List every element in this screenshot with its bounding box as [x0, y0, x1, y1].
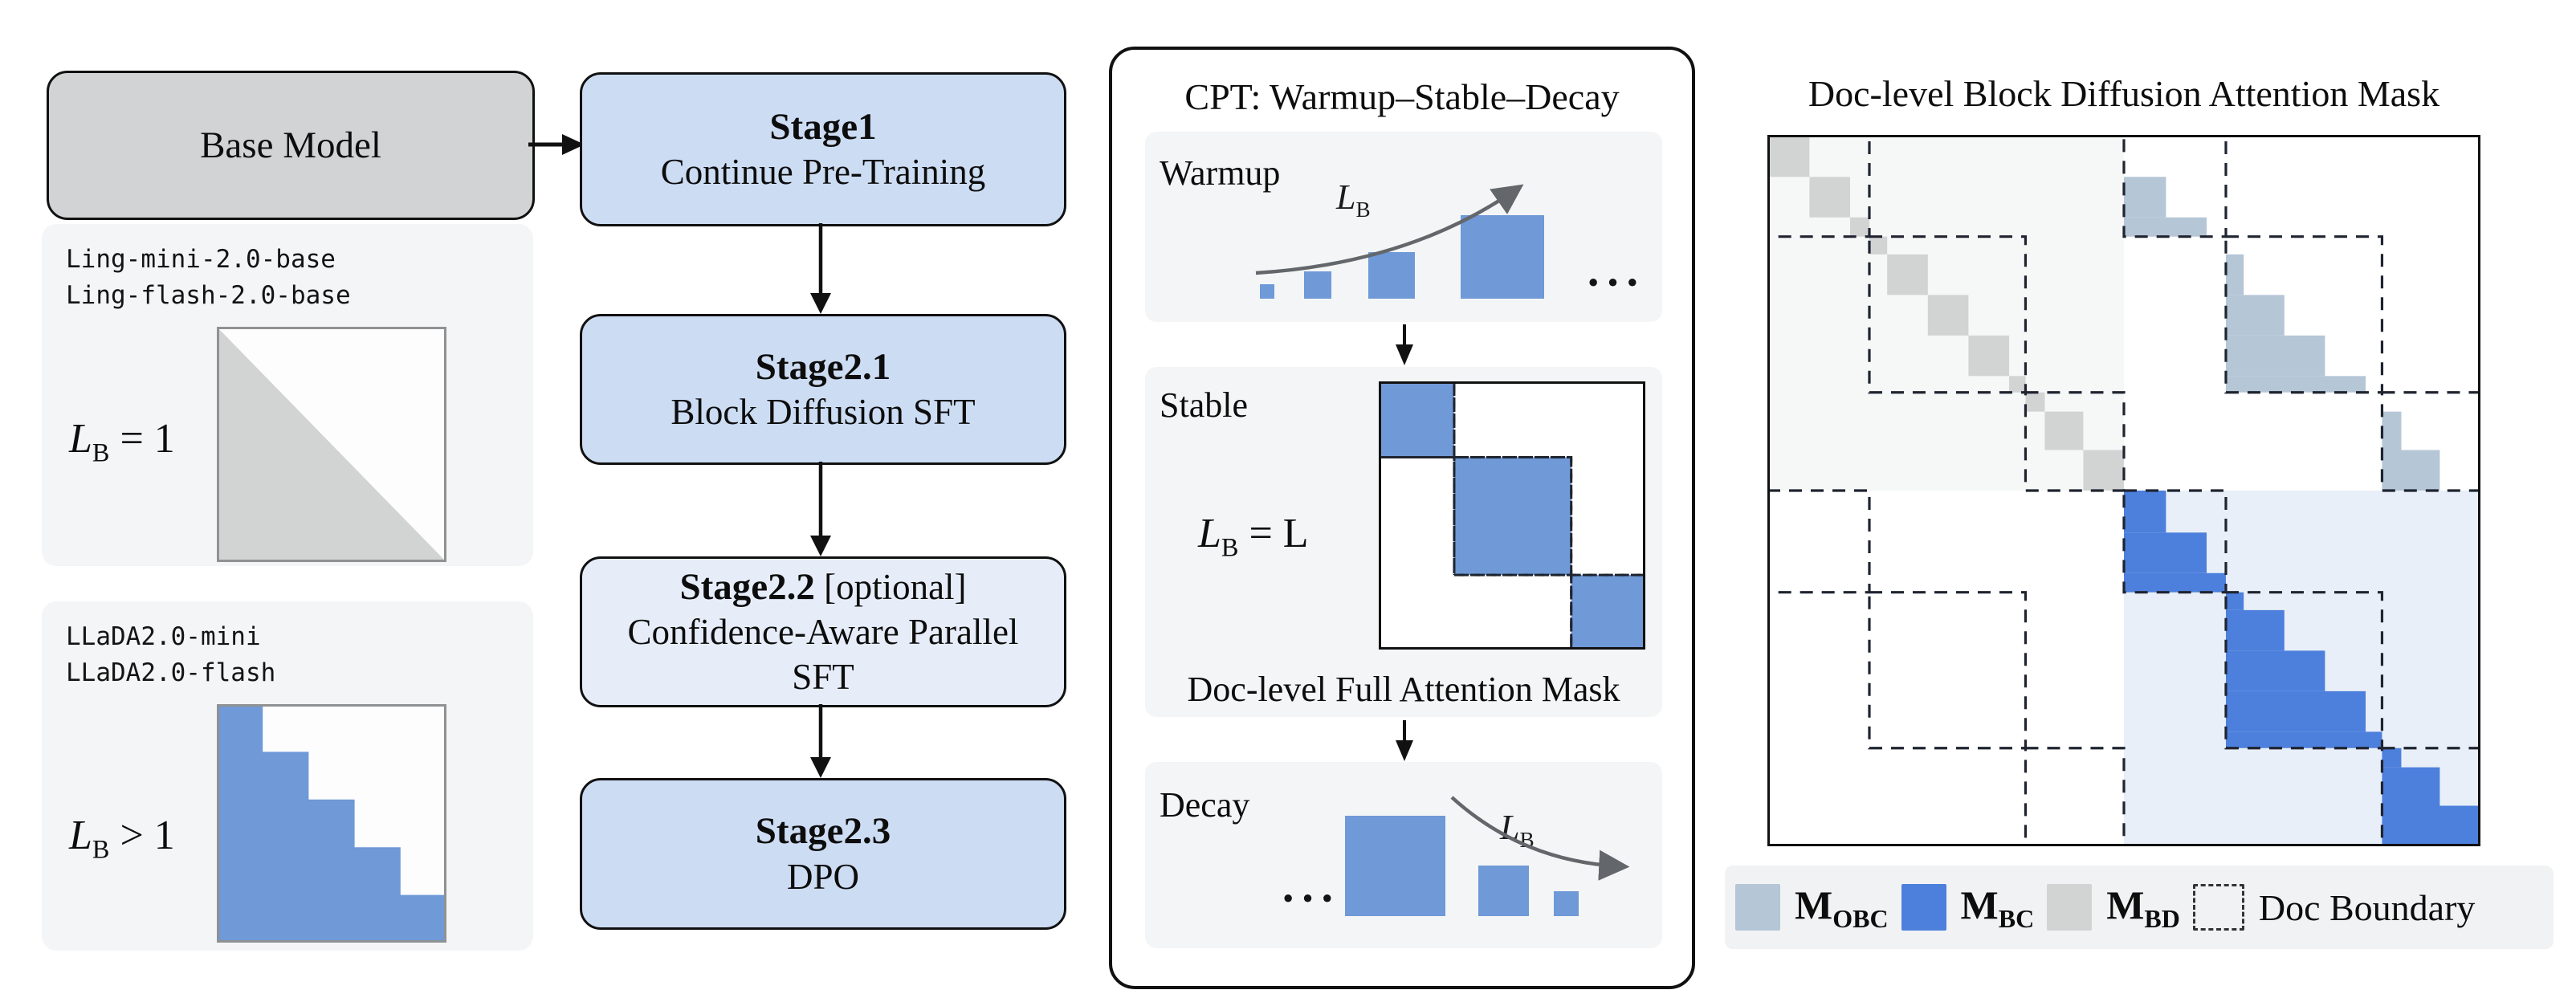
- stage23-node: Stage2.3 DPO: [580, 778, 1066, 930]
- arrow-stage21-to-stage22: [810, 462, 831, 556]
- arrow-stage22-to-stage23: [810, 704, 831, 778]
- stage21-title: Stage2.1: [755, 345, 891, 388]
- decay-label: Decay: [1160, 785, 1250, 825]
- svg-text:···: ···: [1585, 256, 1644, 308]
- stage23-title: Stage2.3: [755, 810, 891, 853]
- formula-sub: B: [92, 834, 110, 864]
- stage23-subtitle: DPO: [786, 856, 860, 897]
- stage22-title-suffix: [optional]: [814, 567, 967, 608]
- mbc-label: MBC: [1960, 882, 2035, 933]
- arrow-stage1-to-stage21: [810, 223, 831, 314]
- decay-shrinking-blocks-chart: ···: [1280, 796, 1630, 924]
- legend-item-mbc: MBC: [1901, 882, 2035, 934]
- panel-ling-base-models: Ling-mini-2.0-base Ling-flash-2.0-base L…: [42, 224, 533, 566]
- formula-var: L: [69, 416, 92, 462]
- doc-level-full-attention-matrix: [1379, 381, 1645, 650]
- legend-item-doc-boundary: Doc Boundary: [2192, 884, 2476, 931]
- mbd-label: MBD: [2106, 882, 2180, 933]
- panel-llada-models: LLaDA2.0-mini LLaDA2.0-flash LB > 1: [42, 601, 533, 951]
- cpt-panel: CPT: Warmup–Stable–Decay Warmup LB ··· S…: [1109, 47, 1695, 989]
- stage1-node: Stage1 Continue Pre-Training: [580, 72, 1066, 226]
- cpt-title: CPT: Warmup–Stable–Decay: [1184, 76, 1620, 117]
- stable-caption: Doc-level Full Attention Mask: [1187, 670, 1620, 709]
- lb-sub: B: [1355, 197, 1371, 222]
- stable-formula: LB = L: [1198, 510, 1309, 562]
- stage22-node: Stage2.2 [optional] Confidence-Aware Par…: [580, 556, 1066, 707]
- formula-lb-equals-1: LB = 1: [69, 415, 175, 467]
- formula-var: L: [1198, 511, 1221, 556]
- formula-sub: B: [1221, 532, 1239, 562]
- mbc-swatch: [1901, 884, 1946, 931]
- attention-mask-title: Doc-level Block Diffusion Attention Mask: [1808, 73, 2440, 114]
- ling-model-name-2: Ling-flash-2.0-base: [66, 281, 351, 310]
- stage22-subtitle: Confidence-Aware Parallel SFT: [627, 612, 1019, 698]
- formula-rest: = L: [1238, 511, 1309, 556]
- svg-text:···: ···: [1280, 872, 1339, 924]
- cpt-decay-panel: Decay LB ···: [1145, 762, 1662, 948]
- arrow-warmup-to-stable: [1396, 324, 1413, 365]
- legend-item-mbd: MBD: [2047, 882, 2180, 934]
- mask-legend: MOBC MBC MBD Doc Boundary: [1725, 866, 2554, 949]
- cpt-warmup-panel: Warmup LB ···: [1145, 132, 1662, 322]
- ling-model-name-1: Ling-mini-2.0-base: [66, 245, 336, 274]
- stage1-title: Stage1: [769, 105, 877, 148]
- formula-rest: > 1: [109, 813, 175, 858]
- arrow-base-to-stage1: [528, 134, 585, 155]
- stable-label: Stable: [1160, 385, 1248, 425]
- stage21-subtitle: Block Diffusion SFT: [670, 392, 976, 433]
- warmup-label: Warmup: [1160, 153, 1281, 193]
- mobc-label: MOBC: [1795, 882, 1889, 933]
- warmup-lb-label: LB: [1336, 177, 1371, 222]
- formula-lb-greater-1: LB > 1: [69, 812, 175, 864]
- formula-sub: B: [92, 438, 110, 467]
- legend-item-mobc: MOBC: [1735, 882, 1889, 934]
- base-model-label: Base Model: [200, 124, 381, 166]
- doc-boundary-swatch: [2192, 884, 2244, 931]
- stage21-node: Stage2.1 Block Diffusion SFT: [580, 314, 1066, 465]
- cpt-stable-panel: Stable LB = L Doc-level Full Attention M…: [1145, 367, 1662, 717]
- base-model-node: Base Model: [47, 71, 535, 220]
- llada-model-name-2: LLaDA2.0-flash: [66, 658, 276, 687]
- causal-mask-triangle: [217, 327, 446, 562]
- mobc-swatch: [1735, 884, 1780, 931]
- doc-boundary-label: Doc Boundary: [2258, 886, 2476, 928]
- formula-var: L: [69, 813, 92, 858]
- doc-level-block-diffusion-attention-matrix: [1767, 135, 2480, 846]
- warmup-growing-blocks-chart: ···: [1255, 184, 1644, 308]
- mbd-swatch: [2047, 884, 2093, 931]
- stage1-subtitle: Continue Pre-Training: [660, 152, 986, 193]
- llada-model-name-1: LLaDA2.0-mini: [66, 622, 261, 651]
- stage22-title: Stage2.2: [679, 566, 815, 609]
- arrow-stable-to-decay: [1396, 720, 1413, 761]
- block-mask-staircase: [217, 704, 446, 943]
- stage22-title-line: Stage2.2 [optional]: [679, 564, 966, 610]
- formula-rest: = 1: [109, 416, 175, 462]
- lb-var: L: [1336, 177, 1356, 217]
